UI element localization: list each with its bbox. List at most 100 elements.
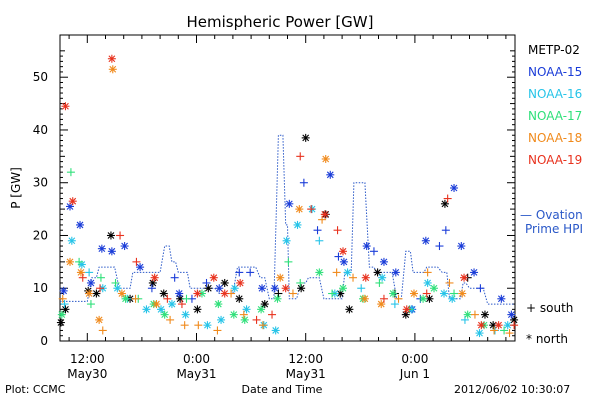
data-point xyxy=(375,278,384,287)
data-point xyxy=(85,268,94,277)
ovation-hpi-line xyxy=(60,134,515,305)
data-point xyxy=(349,273,358,282)
data-point xyxy=(361,273,370,282)
data-point xyxy=(120,242,129,251)
data-point xyxy=(450,184,459,192)
data-point xyxy=(402,305,411,314)
data-point xyxy=(295,205,304,214)
legend-ovation-line1: — Ovation xyxy=(520,208,583,222)
data-point xyxy=(257,305,266,314)
data-point xyxy=(430,284,439,293)
data-point xyxy=(61,102,70,111)
data-point xyxy=(284,257,293,266)
data-point xyxy=(357,284,366,293)
data-point xyxy=(339,284,348,293)
data-point xyxy=(379,257,388,266)
data-point xyxy=(460,273,469,282)
data-point xyxy=(497,294,506,303)
data-point xyxy=(239,310,248,319)
data-point xyxy=(505,329,514,338)
data-point xyxy=(463,310,472,319)
data-point xyxy=(293,220,302,229)
data-point xyxy=(147,284,156,293)
data-point xyxy=(175,289,184,298)
legend-item: NOAA-15 xyxy=(528,65,582,79)
data-point xyxy=(507,310,516,319)
y-axis-label: P [GW] xyxy=(9,167,23,209)
data-point xyxy=(117,289,126,298)
data-point xyxy=(213,326,222,335)
data-point xyxy=(360,294,369,303)
data-point xyxy=(235,268,244,277)
data-point xyxy=(297,284,306,293)
data-point xyxy=(111,278,120,287)
y-tick-label: 20 xyxy=(33,228,48,242)
data-point xyxy=(394,294,403,303)
data-point xyxy=(85,289,94,298)
data-point xyxy=(66,257,75,266)
chart-title: Hemispheric Power [GW] xyxy=(187,13,374,31)
data-point xyxy=(60,300,69,309)
data-point xyxy=(230,284,239,293)
x-tick-label-time: 0:00 xyxy=(401,352,428,366)
legend-item: NOAA-16 xyxy=(528,87,582,101)
footer-plot-credit: Plot: CCMC xyxy=(5,383,66,396)
satellite-points xyxy=(56,54,519,338)
data-point xyxy=(343,268,352,277)
data-point xyxy=(78,273,87,282)
data-point xyxy=(214,300,223,309)
data-point xyxy=(61,305,70,314)
data-point xyxy=(163,294,172,303)
data-point xyxy=(67,236,76,245)
data-point xyxy=(107,247,116,256)
data-point xyxy=(92,289,101,298)
data-point xyxy=(440,289,449,298)
x-tick-label-date: May31 xyxy=(286,367,326,381)
data-point xyxy=(339,247,348,256)
data-point xyxy=(59,286,68,295)
data-point xyxy=(296,278,305,287)
data-point xyxy=(315,268,324,277)
data-point xyxy=(503,321,512,330)
data-point xyxy=(494,321,503,330)
data-point xyxy=(75,257,84,266)
data-point xyxy=(313,226,322,235)
data-point xyxy=(236,278,245,287)
data-point xyxy=(334,252,343,261)
data-point xyxy=(470,310,479,319)
data-point xyxy=(121,294,130,303)
data-point xyxy=(136,263,145,272)
legend-item: NOAA-19 xyxy=(528,153,582,167)
data-point xyxy=(260,300,269,309)
data-point xyxy=(475,329,484,338)
data-point xyxy=(490,326,499,335)
data-point xyxy=(132,257,141,266)
data-point xyxy=(95,315,104,324)
data-point xyxy=(273,294,282,303)
data-point xyxy=(457,242,466,251)
data-point xyxy=(421,236,430,245)
data-point xyxy=(301,133,310,142)
data-point xyxy=(443,194,452,203)
plot-frame xyxy=(59,34,516,342)
data-point xyxy=(299,178,308,187)
x-tick-label-date: Jun 1 xyxy=(399,367,430,381)
data-point xyxy=(96,284,105,293)
data-point xyxy=(193,305,202,314)
data-point xyxy=(390,300,399,309)
data-point xyxy=(131,294,140,303)
x-tick-label-time: 12:00 xyxy=(288,352,323,366)
footer-timestamp: 2012/06/02 10:30:07 xyxy=(454,383,570,396)
data-point xyxy=(97,244,106,253)
data-point xyxy=(339,257,348,266)
data-point xyxy=(362,242,371,251)
data-point xyxy=(242,305,251,314)
legend-south-marker: + south xyxy=(526,301,573,315)
data-point xyxy=(326,170,335,179)
data-point xyxy=(166,315,175,324)
data-point xyxy=(435,242,444,251)
data-point xyxy=(320,210,329,219)
x-tick-label-time: 0:00 xyxy=(183,352,210,366)
data-point xyxy=(252,315,261,324)
data-point xyxy=(107,54,116,63)
